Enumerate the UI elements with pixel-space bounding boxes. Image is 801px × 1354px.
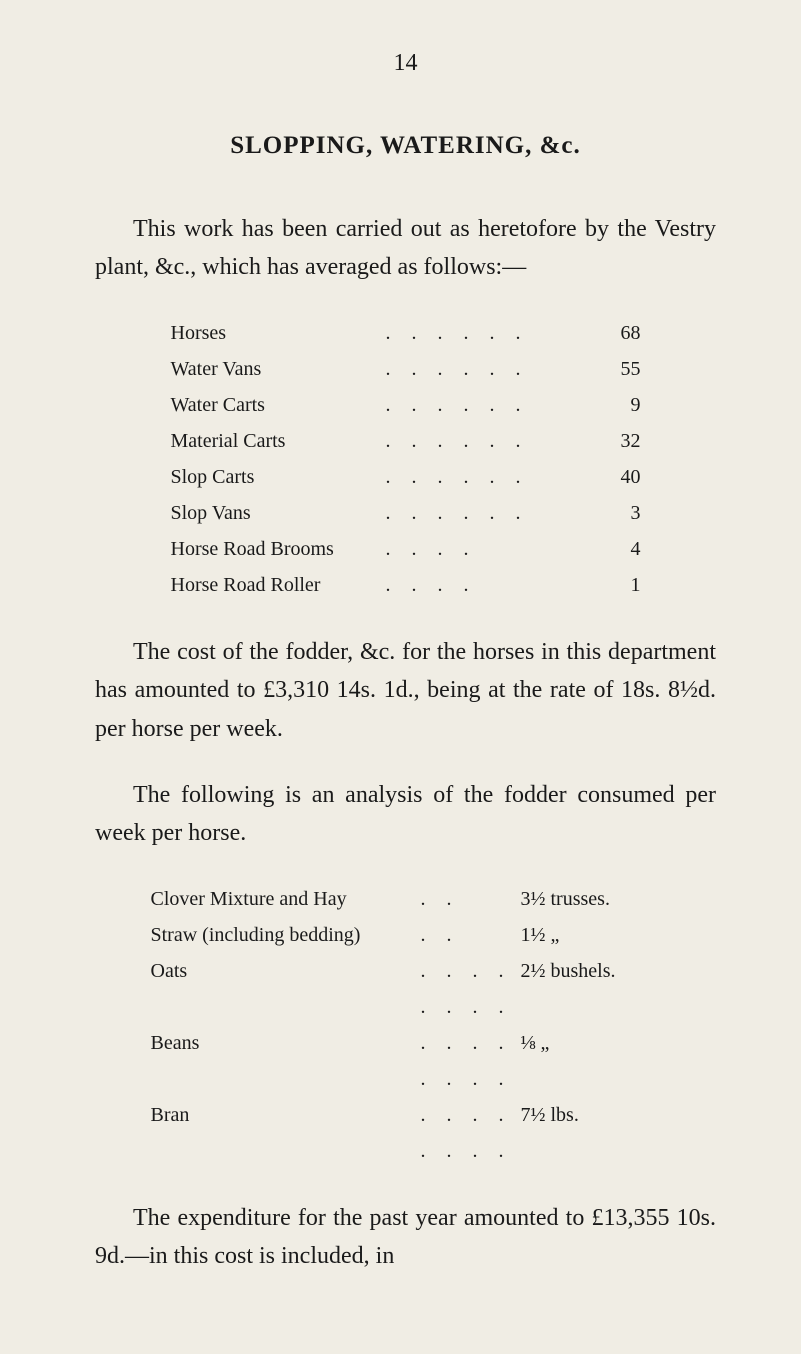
dots: . . . . . . [386,423,591,459]
dots: . . [421,881,521,917]
item-label: Water Vans [171,351,386,387]
dots: . . . . . . . . [421,953,521,1025]
dots: . . . . [386,567,591,603]
list-item: Horses . . . . . . 68 [171,315,641,351]
item-value: 3 [591,495,641,531]
item-value: 1 [591,567,641,603]
item-label: Material Carts [171,423,386,459]
item-label: Slop Vans [171,495,386,531]
item-label: Slop Carts [171,459,386,495]
analysis-paragraph: The following is an analysis of the fodd… [95,776,716,853]
dots: . . . . . . [386,351,591,387]
item-label: Oats [151,953,421,1025]
list-item: Slop Carts . . . . . . 40 [171,459,641,495]
dots: . . . . . . [386,315,591,351]
item-value: 3½ trusses. [521,881,661,917]
dots: . . . . . . . . [421,1025,521,1097]
dots: . . . . . . [386,387,591,423]
dots: . . . . [386,531,591,567]
item-label: Beans [151,1025,421,1097]
item-label: Horse Road Brooms [171,531,386,567]
fodder-list: Clover Mixture and Hay . . 3½ trusses. S… [151,881,661,1169]
item-label: Straw (including bedding) [151,917,421,953]
item-label: Bran [151,1097,421,1169]
item-value: 32 [591,423,641,459]
item-label: Clover Mixture and Hay [151,881,421,917]
item-value: 40 [591,459,641,495]
item-value: 4 [591,531,641,567]
expenditure-paragraph: The expenditure for the past year amount… [95,1199,716,1276]
list-item: Beans . . . . . . . . ⅛ „ [151,1025,661,1097]
list-item: Bran . . . . . . . . 7½ lbs. [151,1097,661,1169]
list-item: Material Carts . . . . . . 32 [171,423,641,459]
page-number: 14 [95,50,716,77]
dots: . . [421,917,521,953]
dots: . . . . . . [386,459,591,495]
item-value: 68 [591,315,641,351]
list-item: Horse Road Roller . . . . 1 [171,567,641,603]
item-value: 55 [591,351,641,387]
item-value: 1½ „ [521,917,661,953]
list-item: Horse Road Brooms . . . . 4 [171,531,641,567]
cost-paragraph: The cost of the fodder, &c. for the hors… [95,633,716,748]
item-label: Water Carts [171,387,386,423]
list-item: Water Carts . . . . . . 9 [171,387,641,423]
list-item: Slop Vans . . . . . . 3 [171,495,641,531]
list-item: Clover Mixture and Hay . . 3½ trusses. [151,881,661,917]
list-item: Water Vans . . . . . . 55 [171,351,641,387]
item-value: ⅛ „ [521,1025,661,1097]
item-label: Horses [171,315,386,351]
intro-paragraph: This work has been carried out as hereto… [95,210,716,287]
dots: . . . . . . [386,495,591,531]
item-label: Horse Road Roller [171,567,386,603]
dots: . . . . . . . . [421,1097,521,1169]
item-value: 2½ bushels. [521,953,661,1025]
list-item: Oats . . . . . . . . 2½ bushels. [151,953,661,1025]
page-container: 14 SLOPPING, WATERING, &c. This work has… [0,0,801,1354]
item-value: 7½ lbs. [521,1097,661,1169]
list-item: Straw (including bedding) . . 1½ „ [151,917,661,953]
section-heading: SLOPPING, WATERING, &c. [95,132,716,160]
equipment-list: Horses . . . . . . 68 Water Vans . . . .… [171,315,641,603]
item-value: 9 [591,387,641,423]
